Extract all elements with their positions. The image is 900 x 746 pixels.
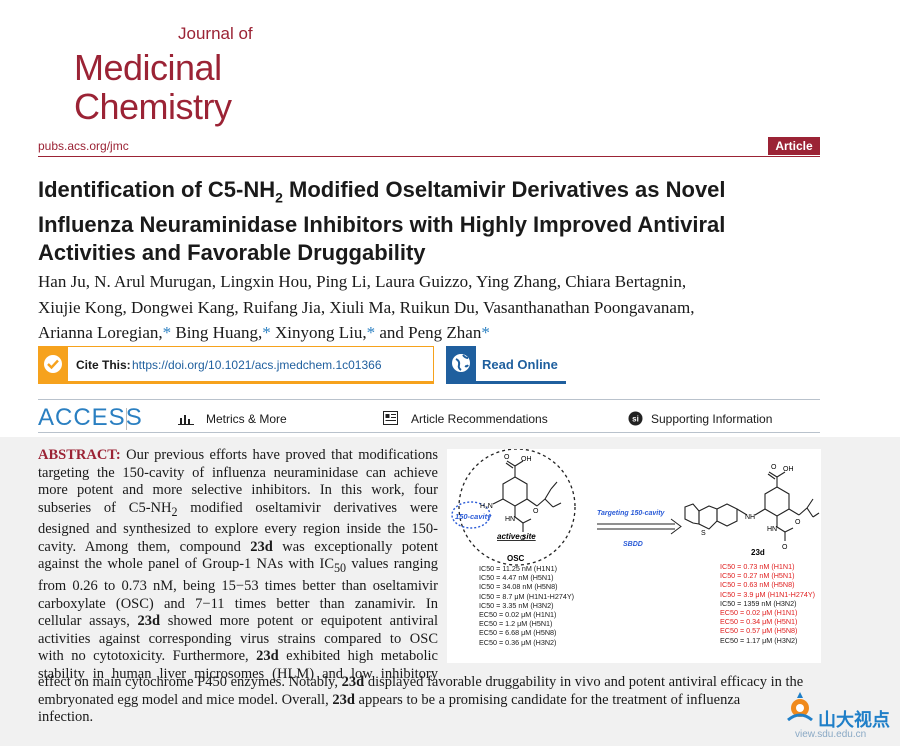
activity-value: IC50 = 34.08 nM (H5N8) [479,582,558,592]
corresponding-star[interactable]: * [262,323,271,342]
article-type-tag: Article [768,137,820,155]
check-icon [38,346,68,384]
article-icon [383,411,398,430]
corresponding-star[interactable]: * [162,323,172,342]
bar-chart-icon [178,412,194,430]
activity-value: IC50 = 0.73 nM (H1N1) [720,562,795,571]
osc-activity-list: IC50 = 11.25 nM (H1N1) IC50 = 4.47 nM (H5… [479,564,574,647]
metrics-link[interactable]: Metrics & More [206,412,287,426]
journal-url[interactable]: pubs.acs.org/jmc [38,139,129,153]
arrow-bottom-label: SBDD [623,541,643,548]
article-title: Identification of C5-NH2 Modified Oselta… [38,177,726,266]
cpd-oh-atom: OH [783,466,794,473]
watermark-logo-icon [782,690,818,733]
journal-name-line3: Chemistry [74,86,232,127]
access-bar-top-rule [38,399,820,400]
access-label: ACCESS [38,404,143,431]
cpd-oh-atom: O [771,464,777,471]
cpd-nh-atom: NH [745,514,755,521]
compound-label: 23d [751,548,765,557]
read-online-button[interactable] [446,346,566,384]
cavity-ellipse [451,501,491,529]
watermark-text: 山大视点 [818,710,890,731]
osc-oh-atom: O [504,454,510,461]
cite-this-label: Cite This: [76,358,131,372]
osc-amine-atom: H₂N [480,503,493,510]
corresponding-star[interactable]: * [366,323,376,342]
osc-ether-atom: O [533,508,539,515]
globe-icon [446,346,476,381]
activity-value: IC50 = 11.25 nM (H1N1) [479,564,557,573]
activity-value: IC50 = 4.47 nM (H5N1) [479,573,554,583]
journal-name-top: Journal of [178,24,253,43]
cpd-carbonyl-atom: O [782,544,788,551]
cavity-label: 150-cavity [455,512,492,521]
activity-value: IC50 = 1359 nM (H3N2) [720,598,797,608]
corresponding-star[interactable]: * [481,323,490,342]
access-separator [126,408,127,430]
toc-graphic: O OH O H₂N HN O 150-cavity active site O… [447,449,821,663]
cpd-activity-list: IC50 = 0.73 nM (H1N1) IC50 = 0.27 nM (H5N… [720,562,815,645]
watermark-url: view.sdu.edu.cn [795,729,867,740]
cpd-amide-atom: HN [767,526,777,533]
doi-link[interactable]: https://doi.org/10.1021/acs.jmedchem.1c0… [132,358,382,372]
abstract-text-continued: effect on main cytochrome P450 enzymes. … [38,674,804,726]
activity-value: EC50 = 0.02 μM (H1N1) [479,610,557,620]
activity-value: EC50 = 0.02 μM (H1N1) [720,608,798,618]
arrow-top-label: Targeting 150-cavity [597,510,666,517]
transformation-arrow [597,518,682,535]
access-bar-bottom-rule [38,432,820,433]
abstract-text: ABSTRACT: Our previous efforts have prov… [38,447,438,682]
activity-value: EC50 = 0.36 μM (H3N2) [479,637,557,647]
journal-name-line2: Medicinal [74,47,222,88]
activity-value: IC50 = 0.63 nM (H5N8) [720,580,795,590]
activity-value: IC50 = 3.35 nM (H3N2) [479,600,554,610]
activity-value: EC50 = 0.34 μM (H5N1) [720,617,798,627]
osc-label: OSC [507,554,525,563]
read-online-label[interactable]: Read Online [482,357,558,372]
author-list: Han Ju, N. Arul Murugan, Lingxin Hou, Pi… [38,272,695,342]
osc-structure [492,460,562,532]
activity-value: EC50 = 1.17 μM (H3N2) [720,635,798,645]
supporting-info-icon: si [628,411,643,431]
supporting-info-link[interactable]: Supporting Information [651,412,773,426]
activity-value: IC50 = 8.7 μM (H1N1-H274Y) [479,591,575,601]
activity-value: IC50 = 3.9 μM (H1N1-H274Y) [720,589,816,599]
cpd-ether-atom: O [795,519,801,526]
activity-value: EC50 = 1.2 μM (H5N1) [479,619,553,629]
active-site-label: active site [497,532,536,541]
header-rule [38,156,820,157]
activity-value: EC50 = 0.57 μM (H5N8) [720,626,798,636]
osc-carbonyl-atom: O [520,535,526,542]
osc-amide-atom: HN [505,516,515,523]
recommendations-link[interactable]: Article Recommendations [411,412,548,426]
abstract-label: ABSTRACT: [38,447,121,463]
activity-value: EC50 = 6.68 μM (H5N8) [479,628,557,638]
osc-oh-atom: OH [521,456,532,463]
activity-value: IC50 = 0.27 nM (H5N1) [720,571,795,581]
svg-text:si: si [632,415,639,424]
cpd-sulfur-atom: S [701,530,706,537]
active-site-circle [458,449,576,566]
compound-23d-structure [684,471,820,541]
